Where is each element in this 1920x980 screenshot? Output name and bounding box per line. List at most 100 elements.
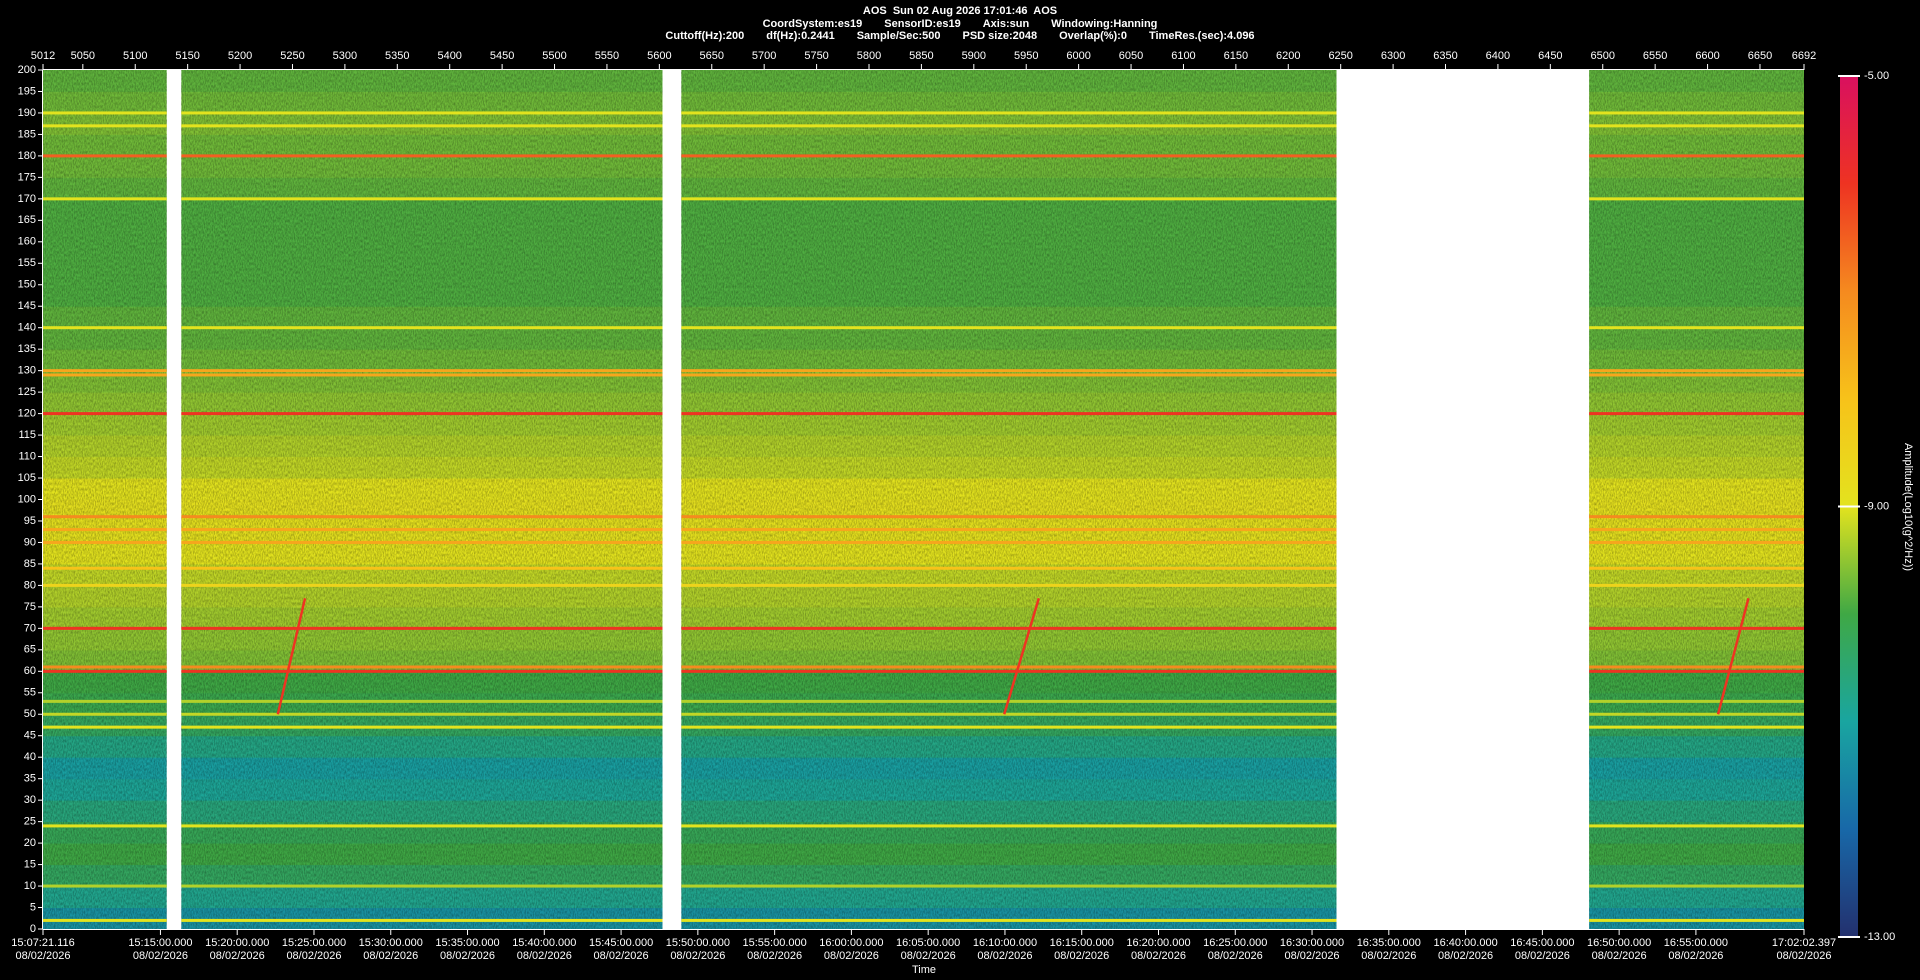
time-tick-label: 16:05:00.000: [896, 937, 960, 949]
y-tick-label: 125: [18, 386, 36, 398]
colorbar-tick-label: -9.00: [1864, 500, 1889, 512]
y-tick-label: 90: [24, 536, 36, 548]
tone-line: [43, 566, 167, 570]
time-tick-label: 16:10:00.000: [973, 937, 1037, 949]
x-tick-label: 5800: [857, 50, 881, 62]
tone-line: [181, 154, 663, 158]
tone-line: [181, 725, 663, 729]
time-tick-label: 16:30:00.000: [1280, 937, 1344, 949]
tone-line: [1589, 566, 1804, 570]
colorbar-label: Amplitude(Log10(g^2/Hz)): [1902, 443, 1914, 571]
y-tick-label: 180: [18, 150, 36, 162]
x-tick-label: 5300: [333, 50, 357, 62]
time-tick-date: 08/02/2026: [1208, 950, 1263, 962]
tone-line: [43, 197, 167, 201]
tone-line: [181, 540, 663, 544]
time-tick-label: 16:45:00.000: [1510, 937, 1574, 949]
tone-line: [181, 124, 663, 128]
y-tick-label: 145: [18, 300, 36, 312]
tone-line: [1589, 626, 1804, 630]
time-tick-label: 16:25:00.000: [1203, 937, 1267, 949]
tone-line: [681, 669, 1337, 673]
time-tick-label: 15:45:00.000: [589, 937, 653, 949]
info-item: CoordSystem:es19: [763, 18, 863, 30]
time-tick-date: 08/02/2026: [517, 950, 572, 962]
tone-line: [681, 197, 1337, 201]
time-tick-date: 08/02/2026: [1285, 950, 1340, 962]
y-tick-label: 40: [24, 751, 36, 763]
y-tick-label: 45: [24, 730, 36, 742]
time-tick-date: 08/02/2026: [210, 950, 265, 962]
tone-line: [1589, 111, 1804, 115]
tone-line: [181, 699, 663, 703]
y-tick-label: 170: [18, 193, 36, 205]
y-tick-label: 160: [18, 236, 36, 248]
tone-line: [43, 369, 167, 373]
tone-line: [681, 824, 1337, 828]
tone-line: [1589, 197, 1804, 201]
tone-line: [181, 515, 663, 519]
x-tick-label: 5150: [175, 50, 199, 62]
x-tick-label: 5250: [280, 50, 304, 62]
time-tick-label: 15:50:00.000: [666, 937, 730, 949]
y-tick-label: 20: [24, 837, 36, 849]
tone-line: [1589, 665, 1804, 669]
tone-line: [43, 665, 167, 669]
time-tick-date: 08/02/2026: [286, 950, 341, 962]
noise-texture: [1589, 70, 1804, 929]
time-tick-label: 15:15:00.000: [128, 937, 192, 949]
time-tick-label: 15:20:00.000: [205, 937, 269, 949]
time-tick-date: 08/02/2026: [747, 950, 802, 962]
y-tick-label: 120: [18, 408, 36, 420]
x-tick-label: 5850: [909, 50, 933, 62]
tone-line: [43, 699, 167, 703]
time-tick-date: 08/02/2026: [1131, 950, 1186, 962]
info-item: SensorID:es19: [884, 18, 960, 30]
time-tick-label: 15:07:21.116: [11, 937, 74, 949]
tone-line: [181, 111, 663, 115]
x-tick-label: 6600: [1695, 50, 1719, 62]
y-tick-label: 165: [18, 214, 36, 226]
y-tick-label: 0: [30, 923, 36, 935]
info-line: CoordSystem:es19 SensorID:es19 Axis:sun Win…: [763, 18, 1158, 30]
time-tick-label: 15:40:00.000: [512, 937, 576, 949]
time-tick-label: 16:40:00.000: [1433, 937, 1497, 949]
tone-line: [43, 540, 167, 544]
tone-line: [1589, 540, 1804, 544]
y-tick-label: 140: [18, 322, 36, 334]
x-tick-label: 6450: [1538, 50, 1562, 62]
noise-texture: [43, 70, 167, 929]
colorbar-tick-label: -13.00: [1864, 931, 1895, 943]
tone-line: [43, 412, 167, 416]
time-tick-label: 16:50:00.000: [1587, 937, 1651, 949]
tone-line: [43, 326, 167, 330]
tone-line: [681, 124, 1337, 128]
time-tick-label: 15:25:00.000: [282, 937, 346, 949]
info-item: Sample/Sec:500: [857, 30, 941, 42]
time-tick-date: 08/02/2026: [901, 950, 956, 962]
y-tick-label: 190: [18, 107, 36, 119]
y-tick-label: 5: [30, 901, 36, 913]
tone-line: [681, 412, 1337, 416]
time-tick-date: 08/02/2026: [594, 950, 649, 962]
tone-line: [681, 918, 1337, 922]
tone-line: [43, 824, 167, 828]
segment: [681, 70, 1337, 930]
tone-line: [1589, 699, 1804, 703]
y-tick-label: 175: [18, 171, 36, 183]
tone-line: [181, 197, 663, 201]
time-tick-date: 08/02/2026: [1438, 950, 1493, 962]
tone-line: [43, 669, 167, 673]
x-tick-label: 6000: [1066, 50, 1090, 62]
time-tick-date: 08/02/2026: [1776, 950, 1831, 962]
time-tick-date: 08/02/2026: [824, 950, 879, 962]
y-tick-label: 200: [18, 64, 36, 76]
time-tick-date: 08/02/2026: [133, 950, 188, 962]
tone-line: [1589, 884, 1804, 888]
tone-line: [43, 528, 167, 532]
tone-line: [681, 528, 1337, 532]
y-tick-label: 95: [24, 515, 36, 527]
tone-line: [1589, 725, 1804, 729]
tone-line: [43, 154, 167, 158]
tone-line: [181, 373, 663, 377]
